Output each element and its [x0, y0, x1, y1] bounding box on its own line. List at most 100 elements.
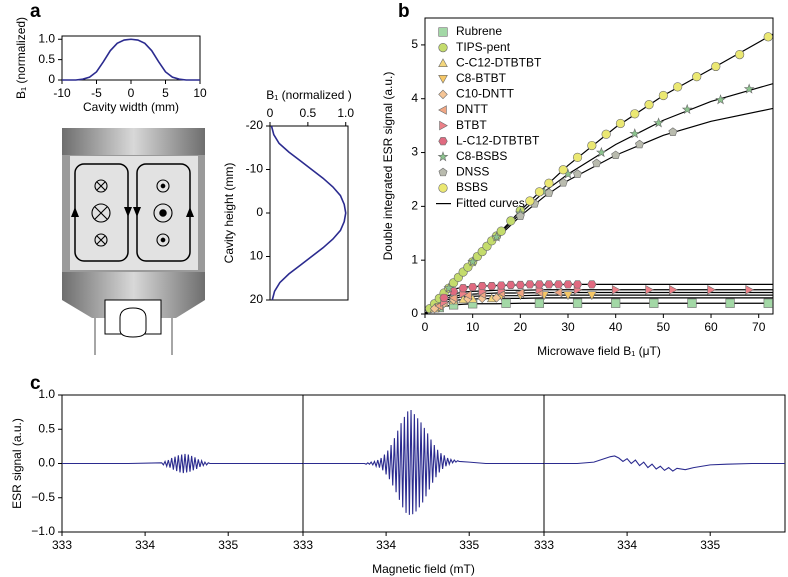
- x-tick-label: 0: [422, 320, 429, 334]
- cavity-bottom: [62, 272, 205, 318]
- marker: [673, 82, 683, 92]
- marker: [515, 288, 525, 298]
- x-axis-label: Magnetic field (mT): [372, 562, 475, 576]
- legend-marker: [438, 89, 448, 100]
- x-tick-label: 334: [135, 538, 155, 552]
- marker: [615, 118, 626, 129]
- y-tick-label: 4: [411, 91, 418, 105]
- marker: [515, 280, 525, 289]
- marker: [735, 49, 745, 60]
- y-tick-label: 0: [411, 306, 418, 320]
- y-tick-label: 10: [250, 249, 264, 263]
- marker: [558, 165, 568, 175]
- plot-frame: [61, 35, 201, 81]
- marker: [669, 284, 678, 295]
- signal-line: [544, 455, 785, 472]
- y-tick-label: −0.5: [31, 490, 55, 504]
- legend-label: C-C12-DTBTBT: [456, 55, 542, 69]
- legend-marker: [438, 137, 448, 146]
- marker: [763, 32, 773, 42]
- arrow: [133, 207, 141, 217]
- x-tick-label: 10: [193, 86, 207, 100]
- marker: [534, 187, 545, 197]
- legend-label: DNTT: [456, 102, 489, 116]
- marker: [544, 280, 554, 289]
- legend-label: C8-BSBS: [456, 149, 507, 163]
- x-tick-label: 70: [752, 320, 766, 334]
- panel-label: a: [30, 1, 41, 22]
- marker: [506, 280, 516, 289]
- legend-marker: [439, 120, 448, 131]
- marker: [611, 150, 621, 160]
- marker: [448, 287, 459, 296]
- marker: [715, 94, 726, 105]
- y-tick-label: 1.0: [38, 387, 55, 401]
- y-tick-label: 2: [411, 199, 418, 213]
- marker: [681, 103, 693, 115]
- x-tick-label: -10: [53, 86, 71, 100]
- marker: [687, 298, 697, 308]
- legend-label: L-C12-DTBTBT: [456, 133, 540, 147]
- marker: [462, 290, 472, 300]
- marker: [649, 298, 659, 308]
- cavity-diagram: [62, 128, 205, 355]
- marker: [572, 152, 583, 162]
- x-tick-label: 335: [459, 538, 479, 552]
- y-tick-label: -20: [246, 118, 264, 132]
- marker: [658, 90, 668, 101]
- legend-marker: [438, 105, 447, 115]
- legend-label: TIPS-pent: [456, 40, 511, 54]
- y-tick-label: 0.5: [38, 421, 55, 435]
- signal-line: [62, 453, 303, 474]
- x-tick-label: 333: [293, 538, 313, 552]
- x-tick-label: 334: [617, 538, 637, 552]
- marker: [596, 146, 607, 158]
- legend-label: C8-BTBT: [456, 71, 507, 85]
- x-tick-label: 40: [609, 320, 623, 334]
- x-tick-label: 0.5: [300, 106, 317, 120]
- marker: [448, 293, 458, 303]
- field-into-page: [91, 179, 111, 247]
- x-tick-label: 10: [466, 320, 480, 334]
- marker: [668, 127, 678, 136]
- marker: [711, 61, 721, 72]
- x-axis-label: Microwave field B₁ (μT): [537, 344, 661, 358]
- marker: [477, 281, 487, 291]
- marker: [692, 72, 702, 82]
- marker: [587, 140, 597, 151]
- x-tick-label: 333: [534, 538, 554, 552]
- y-tick-label: 0: [48, 72, 55, 86]
- x-tick-label: 0: [267, 106, 274, 120]
- marker: [611, 284, 621, 295]
- marker: [745, 284, 755, 295]
- x-axis-label: Cavity width (mm): [83, 100, 179, 114]
- marker: [467, 256, 479, 267]
- x-tick-label: 335: [700, 538, 720, 552]
- x-tick-label: 1.0: [337, 106, 354, 120]
- marker: [572, 280, 583, 289]
- y-axis-label: ESR signal (a.u.): [10, 418, 24, 509]
- legend-label: C10-DNTT: [456, 87, 515, 101]
- marker: [458, 284, 468, 293]
- marker: [707, 284, 716, 295]
- marker: [630, 109, 640, 119]
- marker: [635, 139, 644, 149]
- x-tick-label: 20: [514, 320, 528, 334]
- legend-label: Fitted curves: [456, 196, 525, 210]
- legend-marker: [438, 75, 448, 84]
- x-tick-label: 335: [218, 538, 238, 552]
- marker: [611, 298, 621, 308]
- y-tick-label: 1.0: [38, 31, 55, 45]
- marker: [544, 188, 554, 197]
- marker: [501, 298, 511, 308]
- marker: [563, 291, 573, 301]
- marker: [653, 117, 664, 128]
- y-axis-label: Cavity height (mm): [222, 163, 236, 264]
- signal-line: [303, 410, 544, 515]
- x-tick-label: 60: [704, 320, 718, 334]
- marker: [572, 298, 583, 308]
- arrow: [186, 207, 194, 217]
- marker: [644, 100, 654, 110]
- legend-marker: [438, 167, 448, 177]
